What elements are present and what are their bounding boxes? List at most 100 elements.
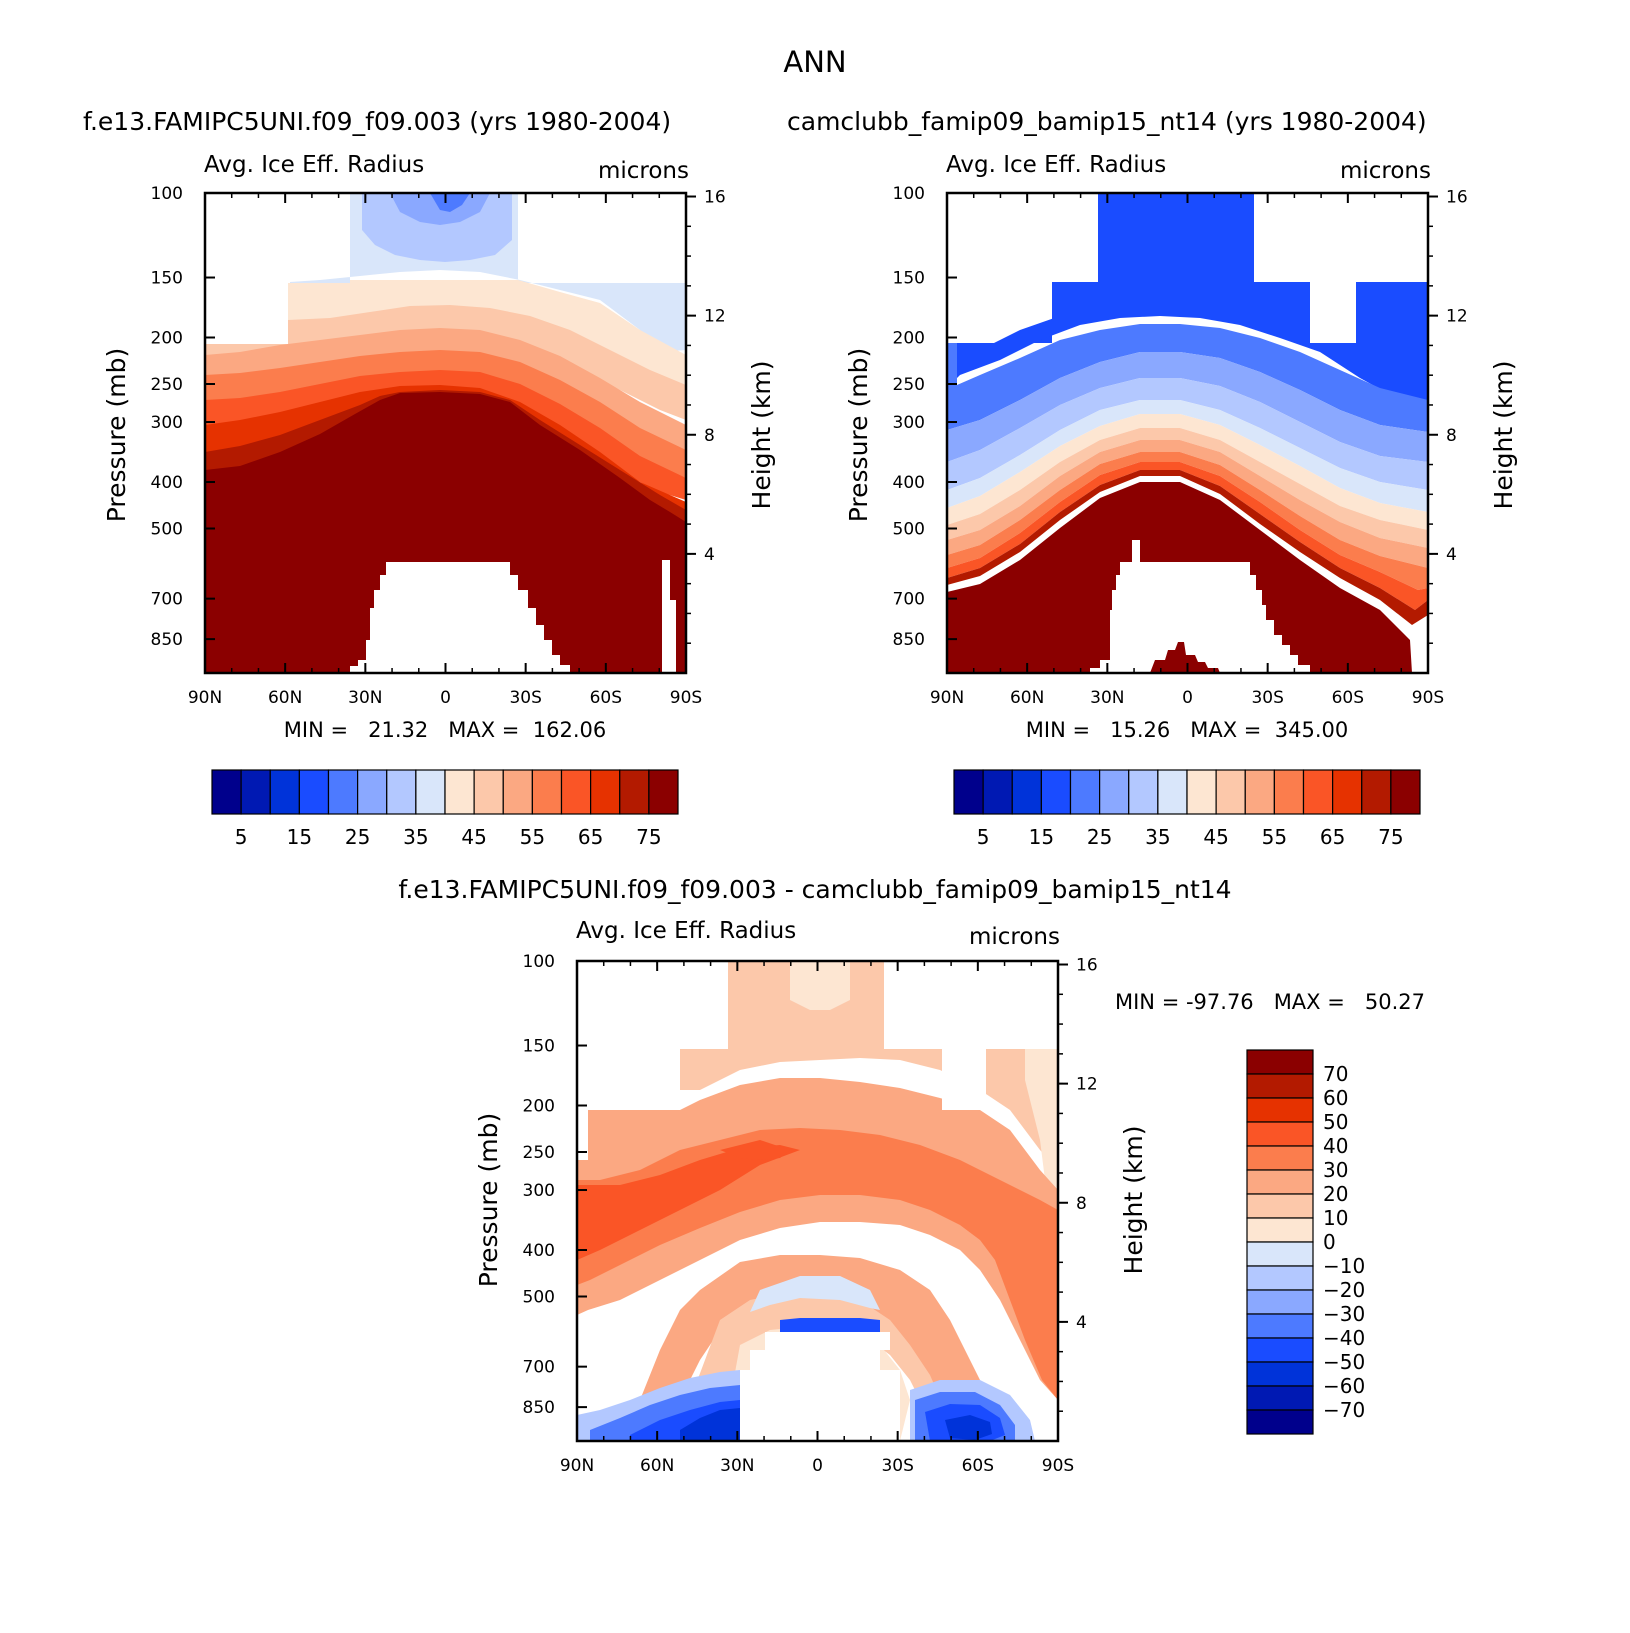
panel-1-layer-55 [205,350,686,478]
panel-2-field-name: Avg. Ice Eff. Radius [946,152,1166,178]
panel-3-units: microns [969,924,1060,950]
colorbar-swatch [1246,1121,1314,1147]
colorbar-label: −60 [1323,1374,1365,1398]
panel-3-missing-top-left [577,961,728,1160]
panel-3-layer-neg-right4 [945,1415,992,1440]
colorbar-swatch [1246,1217,1314,1243]
colorbar-swatch [982,769,1013,815]
panel-2-units: microns [1340,158,1431,184]
panel-2-layer-35 [947,352,1428,462]
y-tick-label: 700 [151,590,183,610]
panel-3-y2-ticks: 16 12 8 4 [1058,956,1098,1412]
colorbar-label: 50 [1323,1110,1348,1134]
colorbar-swatch [386,769,417,815]
panel-3-layer-0 [790,961,850,1010]
colorbar-swatch [502,769,533,815]
colorbar-label: 15 [1029,825,1054,849]
panel-3-missing-top-right [884,961,1058,1110]
colorbar-swatch [619,769,650,815]
colorbar-label: −50 [1323,1350,1365,1374]
y-tick-label: 100 [523,952,555,972]
y-tick-label: 300 [523,1181,555,1201]
colorbar-label: 20 [1323,1182,1348,1206]
y-tick-label: 200 [523,1096,555,1116]
y-tick-label: 200 [893,328,925,348]
panel-3-layer-neg-top [780,1318,880,1332]
colorbar-label: 0 [1323,1230,1336,1254]
panel-1-case-title: f.e13.FAMIPC5UNI.f09_f09.003 (yrs 1980-2… [83,107,671,136]
panel-1-colorbar: 5 15 25 35 45 55 65 75 [211,769,679,849]
panel-2-layer-40 [947,378,1428,490]
y-tick-label: 400 [893,473,925,493]
colorbar-label: 5 [977,825,990,849]
y-tick-label: 150 [151,269,183,289]
y2-tick-label: 8 [704,426,715,446]
colorbar-swatch [1215,769,1246,815]
y-tick-label: 850 [523,1398,555,1418]
colorbar-swatch [1099,769,1130,815]
panel-2-y-ticks: 100 150 200 250 300 400 500 700 850 [893,184,957,650]
x-tick-label: 60N [268,688,302,708]
colorbar-swatch [1246,1337,1314,1363]
colorbar-swatch [415,769,446,815]
colorbar-label: 25 [345,825,370,849]
panel-3-y2label: Height (km) [1119,1126,1148,1275]
x-tick-label: 60S [590,688,622,708]
colorbar-swatch [1246,1145,1314,1171]
colorbar-swatch [1244,769,1275,815]
panel-1: f.e13.FAMIPC5UNI.f09_f09.003 (yrs 1980-2… [83,107,776,849]
panel-2-layer-65 [947,452,1428,590]
colorbar-swatch [1246,1169,1314,1195]
y2-tick-label: 12 [1076,1075,1098,1095]
y-tick-label: 100 [151,184,183,204]
colorbar-label: 15 [287,825,312,849]
colorbar-swatch [1246,1313,1314,1339]
colorbar-label: 25 [1087,825,1112,849]
y2-tick-label: 8 [1446,426,1457,446]
panel-2: camclubb_famip09_bamip15_nt14 (yrs 1980-… [787,107,1518,849]
panel-2-layer-30 [947,324,1428,432]
panel-1-layer-70 [205,390,686,530]
panel-2-layer-70 [947,462,1428,610]
colorbar-swatch [1273,769,1305,815]
colorbar-label: 5 [235,825,248,849]
panel-2-layer-lt25 [957,193,1428,405]
colorbar-swatch [1246,1193,1314,1219]
y2-tick-label: 4 [1446,545,1457,565]
panel-2-colorbar: 5 15 25 35 45 55 65 75 [953,769,1421,849]
panel-2-y2label: Height (km) [1489,361,1518,510]
x-tick-label: 30N [1090,688,1124,708]
panel-3-x-ticks: 90N 60N 30N 0 30S 60S 90S [560,961,1074,1476]
colorbar-swatch [473,769,504,815]
panel-1-minmax: MIN = 21.32 MAX = 162.06 [284,718,606,742]
panel-3-layer-spot [720,1140,790,1160]
colorbar-swatch [1246,1097,1314,1123]
colorbar-swatch [1246,1289,1314,1315]
panel-2-layer-45 [947,400,1428,512]
y-tick-label: 400 [523,1241,555,1261]
panel-2-y2-ticks: 16 12 8 4 [1428,188,1468,644]
panel-1-layer-45 [205,305,686,420]
y2-tick-label: 4 [704,545,715,565]
y2-tick-label: 4 [1076,1313,1087,1333]
x-tick-label: 90N [188,688,222,708]
colorbar-swatch [1069,769,1101,815]
panel-1-x-ticks: 90N 60N 30N 0 30S 60S 90S [188,193,702,708]
y2-tick-label: 16 [1446,188,1468,208]
panel-3-layer-inner-20 [620,1255,1000,1441]
panel-3-layer-neg-band [750,1276,880,1312]
panel-1-layer-75 [205,392,686,673]
x-tick-label: 0 [1182,688,1193,708]
colorbar-label: 45 [1203,825,1228,849]
colorbar-swatch [1390,769,1421,815]
panel-2-plot-area [947,193,1428,673]
colorbar-label: 65 [1320,825,1345,849]
colorbar-label: 65 [578,825,603,849]
y2-tick-label: 12 [704,307,726,327]
colorbar-swatch [357,769,388,815]
panel-2-layer-60 [947,440,1428,568]
y-tick-label: 500 [523,1288,555,1308]
colorbar-label: −10 [1323,1254,1365,1278]
panel-1-units: microns [598,158,689,184]
y-tick-label: 250 [893,375,925,395]
